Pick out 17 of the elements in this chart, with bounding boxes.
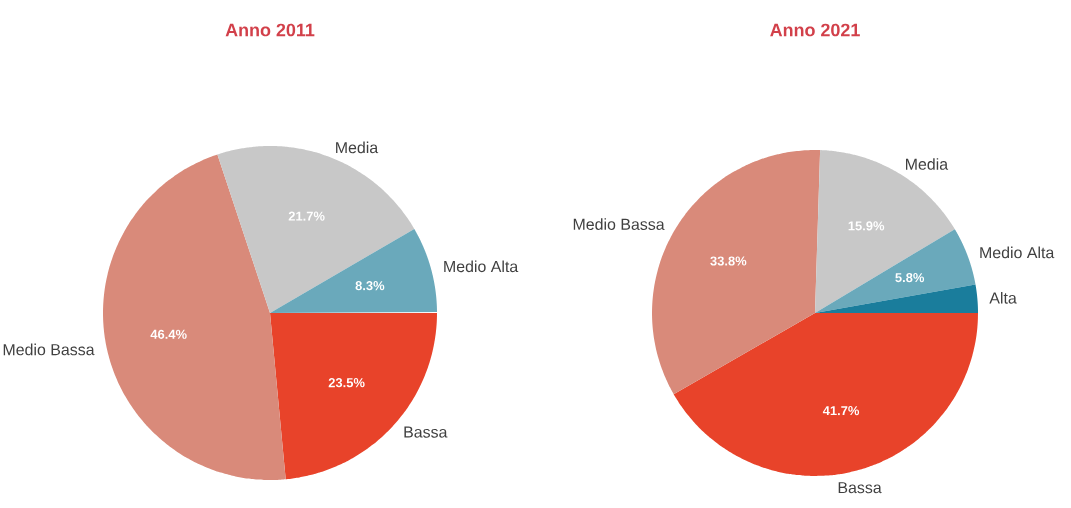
slice-label: Media [336, 141, 379, 154]
slice-label: Bassa [838, 482, 882, 494]
chart-title: Anno 2021 [770, 23, 860, 37]
data-label: 46.4% [150, 329, 187, 339]
data-label: 5.8% [895, 272, 925, 283]
slice-label: Medio Bassa [573, 218, 665, 230]
data-label: 33.8% [710, 256, 747, 266]
data-label: 41.7% [822, 406, 860, 416]
chart-title: Anno 2011 [225, 23, 315, 37]
slice-label: Medio Alta [980, 246, 1055, 259]
slice-label: Media [906, 158, 949, 170]
data-label: 23.5% [328, 378, 365, 388]
data-label: 8.3% [355, 281, 385, 291]
slice-label: Alta [989, 291, 1017, 304]
slice-label: Bassa [404, 426, 448, 438]
slice-label: Medio Bassa [3, 343, 95, 356]
slice-label: Medio Alta [444, 260, 519, 273]
